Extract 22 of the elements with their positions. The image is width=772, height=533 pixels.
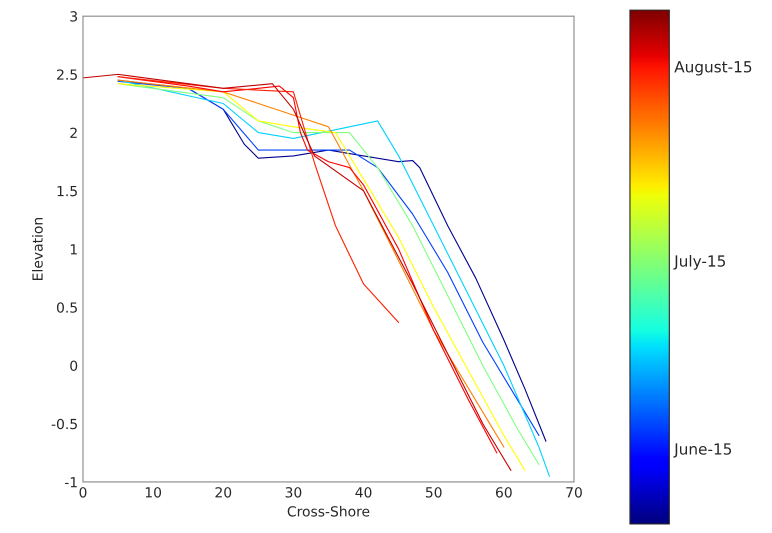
y-tick-label: 0 [70, 360, 78, 372]
color-bar-label: August-15 [674, 61, 752, 76]
x-tick-label: 20 [215, 487, 232, 498]
x-tick-label: 50 [426, 487, 442, 498]
y-tick-label: -1 [64, 477, 77, 488]
y-tick-label: 0.5 [56, 302, 77, 313]
y-tick-label: 1 [70, 244, 77, 254]
y-axis-title: Elevation [32, 218, 43, 280]
y-tick-label: 1.5 [58, 186, 77, 196]
x-tick-label: 0 [79, 487, 86, 498]
y-tick-label: -0.5 [52, 418, 77, 430]
x-tick-label: 60 [496, 487, 512, 498]
x-tick-label: 10 [146, 487, 162, 498]
x-tick-label: 70 [566, 487, 582, 498]
y-tick-label: 2 [70, 128, 77, 138]
x-tick-label: 40 [355, 487, 372, 498]
x-axis-title: Cross-Shore [288, 506, 370, 517]
x-tick-label: 30 [286, 487, 302, 498]
color-bar-label: June-15 [673, 443, 732, 458]
color-bar-label: July-15 [673, 254, 726, 270]
y-tick-label: 2.5 [57, 69, 77, 80]
y-tick-label: 3 [70, 11, 78, 22]
